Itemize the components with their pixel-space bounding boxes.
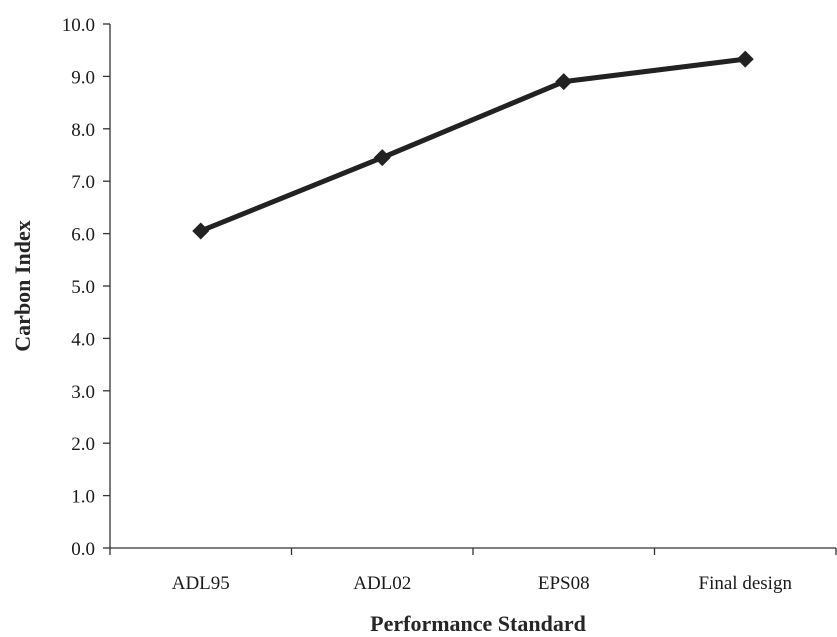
y-axis: 0.0 1.0 2.0 3.0 4.0 5.0 6.0 7.0 8.0 9.0 10.0 <box>62 15 111 560</box>
x-tick-label: EPS08 <box>538 573 590 594</box>
y-tick-label: 7.0 <box>71 172 95 193</box>
x-axis: ADL95 ADL02 EPS08 Final design <box>109 547 837 594</box>
y-tick-label: 2.0 <box>71 434 95 455</box>
data-point-marker <box>736 50 754 68</box>
y-tick-label: 10.0 <box>62 15 95 36</box>
x-tick-label: ADL95 <box>172 573 230 594</box>
y-axis-title: Carbon Index <box>10 220 35 351</box>
data-point-marker <box>555 73 573 91</box>
x-axis-title: Performance Standard <box>370 611 586 636</box>
y-tick-label: 1.0 <box>71 487 95 508</box>
x-axis-ticks: ADL95 ADL02 EPS08 Final design <box>109 548 837 594</box>
series-line <box>198 56 748 234</box>
data-series <box>192 50 754 240</box>
x-tick-label: ADL02 <box>353 573 411 594</box>
y-tick-label: 8.0 <box>71 120 95 141</box>
y-tick-label: 3.0 <box>71 382 95 403</box>
y-tick-label: 5.0 <box>71 277 95 298</box>
y-tick-label: 0.0 <box>71 539 95 560</box>
x-tick-label: Final design <box>699 573 793 594</box>
y-tick-label: 6.0 <box>71 225 95 246</box>
y-tick-label: 4.0 <box>71 329 95 350</box>
data-point-marker <box>192 222 210 240</box>
y-axis-ticks: 0.0 1.0 2.0 3.0 4.0 5.0 6.0 7.0 8.0 9.0 10.0 <box>62 15 110 560</box>
data-point-marker <box>373 149 391 167</box>
y-tick-label: 9.0 <box>71 67 95 88</box>
